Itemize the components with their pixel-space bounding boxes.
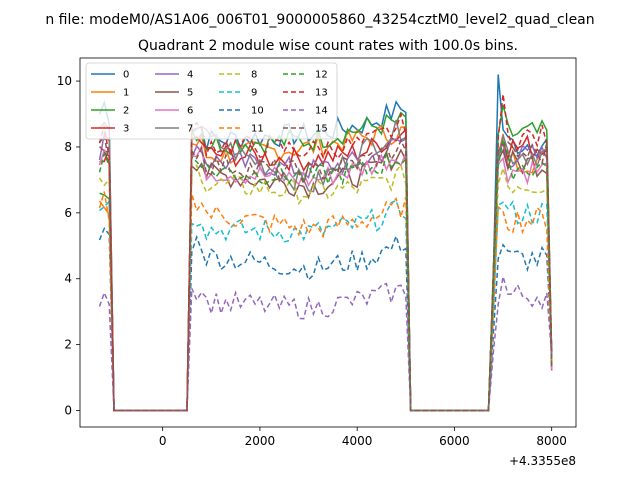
legend-label-3: 3 bbox=[123, 124, 129, 135]
legend-box bbox=[85, 62, 338, 140]
legend-label-1: 1 bbox=[123, 88, 129, 99]
series-line-9 bbox=[99, 199, 553, 412]
series-line-13 bbox=[98, 94, 553, 412]
legend-label-4: 4 bbox=[187, 70, 193, 81]
series-line-12 bbox=[98, 139, 553, 412]
series-line-6 bbox=[98, 144, 553, 412]
y-tick-label: 8 bbox=[64, 140, 72, 154]
series-line-10 bbox=[98, 226, 553, 412]
y-tick-label: 0 bbox=[64, 404, 72, 418]
y-tick-label: 2 bbox=[64, 338, 72, 352]
legend-label-14: 14 bbox=[315, 106, 328, 117]
series-line-7 bbox=[98, 119, 553, 412]
series-line-14 bbox=[98, 276, 553, 412]
legend-label-5: 5 bbox=[187, 88, 193, 99]
y-tick-label: 4 bbox=[64, 272, 72, 286]
legend-label-6: 6 bbox=[187, 106, 193, 117]
series-line-1 bbox=[98, 124, 553, 412]
y-tick-label: 6 bbox=[64, 206, 72, 220]
x-offset-label: +4.3355e8 bbox=[509, 454, 576, 468]
legend-label-8: 8 bbox=[251, 70, 257, 81]
series-line-5 bbox=[98, 146, 553, 412]
chart-title: Quadrant 2 module wise count rates with … bbox=[138, 38, 518, 54]
legend-label-15: 15 bbox=[315, 124, 328, 135]
figure-suptitle: n file: modeM0/AS1A06_006T01_9000005860_… bbox=[45, 12, 594, 28]
legend-label-13: 13 bbox=[315, 88, 328, 99]
legend-label-2: 2 bbox=[123, 106, 129, 117]
x-tick-label: 0 bbox=[159, 434, 167, 448]
series-line-11 bbox=[98, 191, 553, 412]
series-line-15 bbox=[98, 133, 553, 412]
axes-frame bbox=[79, 57, 577, 428]
legend-label-7: 7 bbox=[187, 124, 193, 135]
legend-label-10: 10 bbox=[251, 106, 264, 117]
x-tick-label: 4000 bbox=[342, 434, 373, 448]
x-tick-label: 6000 bbox=[439, 434, 470, 448]
legend-label-9: 9 bbox=[251, 88, 257, 99]
legend-label-11: 11 bbox=[251, 124, 264, 135]
axis-ticks: 0 2000 4000 6000 8000 0 2 4 6 8 10 bbox=[57, 74, 567, 448]
series-line-8 bbox=[98, 163, 553, 412]
plot-area bbox=[98, 74, 553, 412]
x-tick-label: 2000 bbox=[245, 434, 276, 448]
legend-label-12: 12 bbox=[315, 70, 328, 81]
x-tick-label: 8000 bbox=[536, 434, 567, 448]
y-tick-label: 10 bbox=[57, 74, 72, 88]
legend-label-0: 0 bbox=[123, 70, 129, 81]
